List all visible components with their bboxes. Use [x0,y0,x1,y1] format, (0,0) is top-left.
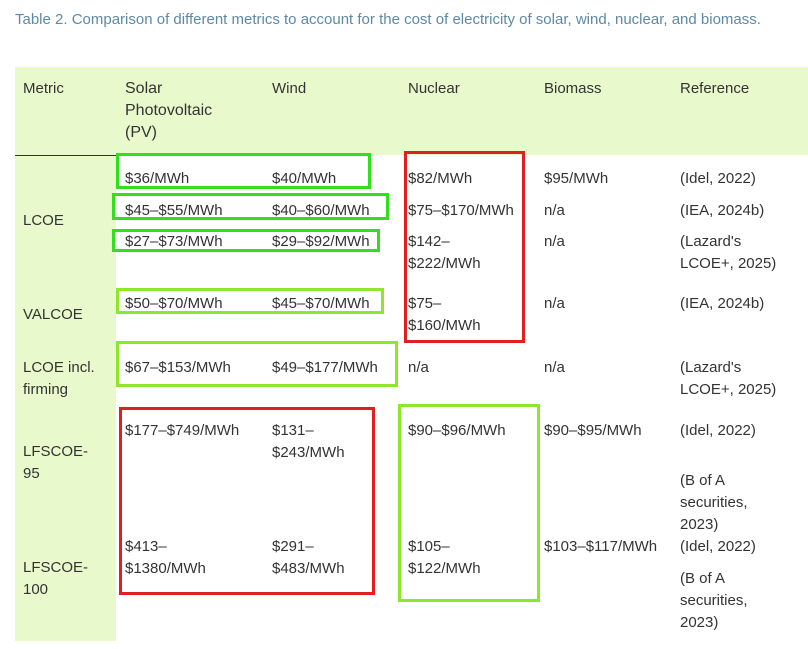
column-header: Wind [272,80,307,97]
header-background [15,67,808,155]
table-cell: (Lazard's LCOE+, 2025) [680,359,777,398]
table-cell: $90–$96/MWh [408,422,506,439]
table-cell: $40–$60/MWh [272,202,370,219]
table-cell: $49–$177/MWh [272,359,378,376]
column-header: Solar Photovoltaic (PV) [125,80,213,141]
table-cell: (Idel, 2022) [680,538,756,555]
highlight-box [116,341,398,387]
table-cell: $142–$222/MWh [408,233,481,272]
highlight-box [116,153,371,189]
table-cell: $40/MWh [272,170,337,187]
table-cell: $45–$70/MWh [272,295,370,312]
table-cell: $27–$73/MWh [125,233,223,250]
table-cell: $36/MWh [125,170,190,187]
metric-label: LCOE [23,212,64,229]
column-header: Nuclear [408,80,460,97]
table-cell: $291–$483/MWh [272,538,345,577]
table-cell: $177–$749/MWh [125,422,240,439]
table-cell: (Idel, 2022) [680,170,756,187]
table-cell: $413–$1380/MWh [125,538,206,577]
table-cell: n/a [408,359,429,376]
table-cell: $75–$170/MWh [408,202,514,219]
table-cell: $105–$122/MWh [408,538,481,577]
highlight-box [119,407,375,595]
table-cell: $131–$243/MWh [272,422,345,461]
metric-label: LFSCOE-95 [23,443,89,482]
table-cell: $95/MWh [544,170,609,187]
metric-label: VALCOE [23,306,83,323]
column-header: Metric [23,80,64,97]
metric-label: LFSCOE-100 [23,559,89,598]
table-cell: $103–$117/MWh [544,538,658,555]
table-cell: (IEA, 2024b) [680,202,765,219]
caption: Table 2. Comparison of different metrics… [15,11,761,28]
table-cell: (IEA, 2024b) [680,295,765,312]
table-cell: $29–$92/MWh [272,233,370,250]
table-cell: n/a [544,233,565,250]
table-cell: $45–$55/MWh [125,202,223,219]
highlight-box [112,193,389,220]
table-cell: $67–$153/MWh [125,359,231,376]
column-header: Biomass [544,80,602,97]
reference: (B of A securities, 2023) [680,472,748,533]
highlight-box [404,151,525,343]
metric-column-background [15,155,116,641]
table-cell: $82/MWh [408,170,473,187]
highlight-box [398,404,540,602]
highlight-box [112,229,380,252]
highlight-box [116,288,384,314]
table-cell: $90–$95/MWh [544,422,642,439]
header-rule [15,155,116,156]
table-cell: (Lazard's LCOE+, 2025) [680,233,777,272]
table-cell: $50–$70/MWh [125,295,223,312]
table-cell: n/a [544,359,565,376]
reference: (B of A securities, 2023) [680,570,748,631]
column-header: Reference [680,80,750,97]
table-cell: n/a [544,202,565,219]
table-cell: n/a [544,295,565,312]
table-cell: (Idel, 2022) [680,422,756,439]
metric-label: LCOE incl. firming [23,359,95,398]
table-cell: $75–$160/MWh [408,295,481,334]
